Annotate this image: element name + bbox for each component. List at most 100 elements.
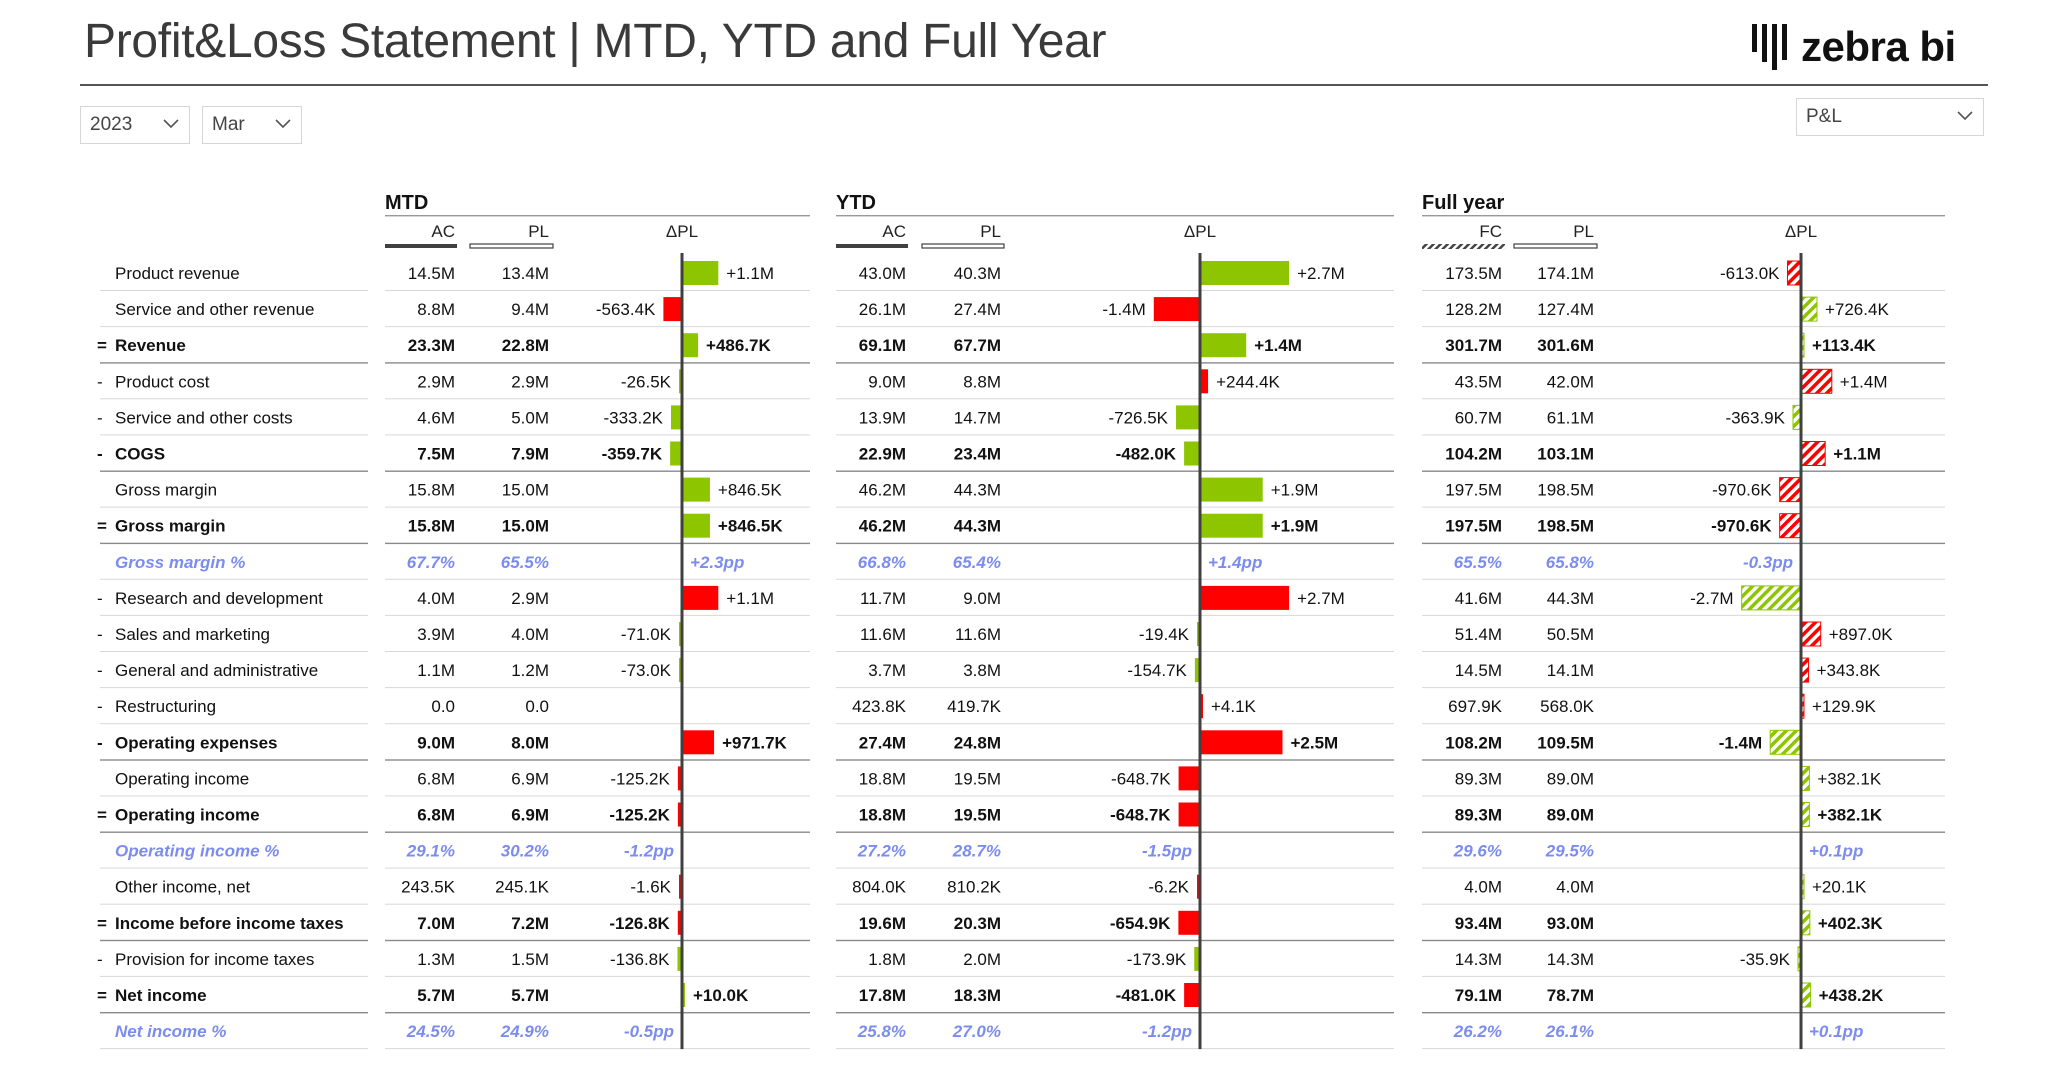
cell-fc-value: 4.0M — [1464, 878, 1502, 897]
row-separator — [385, 470, 810, 472]
cell-pl-value: 23.4M — [954, 445, 1001, 464]
row-separator — [1422, 867, 1945, 869]
row-operator: = — [97, 914, 107, 933]
cell-ac-value: 26.1M — [859, 300, 906, 319]
row-separator — [385, 506, 810, 508]
column-header-pl: PL — [528, 222, 549, 241]
row-separator — [385, 759, 810, 761]
cell-fc-value: 197.5M — [1445, 517, 1502, 536]
delta-value-label: +244.4K — [1216, 372, 1280, 391]
row-label: Revenue — [115, 336, 186, 355]
row-separator — [100, 542, 368, 545]
delta-value-label: -0.3pp — [1743, 553, 1793, 572]
cell-ac-value: 27.2% — [857, 842, 906, 861]
delta-value-label: +846.5K — [718, 481, 782, 500]
row-separator — [836, 614, 1394, 616]
row-separator — [385, 614, 810, 616]
section-rule — [385, 215, 810, 217]
cell-pl-value: 198.5M — [1537, 481, 1594, 500]
delta-value-label: -1.6K — [630, 878, 671, 897]
delta-value-label: +402.3K — [1818, 914, 1883, 933]
cell-pl-value: 0.0 — [525, 697, 549, 716]
cell-pl-value: 8.8M — [963, 372, 1001, 391]
row-separator — [1422, 759, 1945, 761]
statement-dropdown-value: P&L — [1806, 106, 1842, 127]
cell-fc-value: 29.6% — [1453, 842, 1502, 861]
delta-value-label: +2.5M — [1291, 733, 1339, 752]
delta-bar — [1769, 729, 1802, 755]
cell-ac-value: 18.8M — [859, 769, 906, 788]
row-separator — [1422, 975, 1945, 977]
zebra-bi-logo: zebra bi — [1752, 22, 1956, 72]
row-separator — [836, 506, 1394, 508]
row-separator — [100, 326, 368, 328]
row-separator — [100, 831, 368, 833]
row-separator — [100, 867, 368, 869]
row-separator — [836, 398, 1394, 400]
cell-fc-value: 51.4M — [1455, 625, 1502, 644]
cell-pl-value: 245.1K — [495, 878, 550, 897]
year-dropdown[interactable]: 2023 — [80, 106, 190, 144]
delta-value-label: +2.7M — [1297, 264, 1345, 283]
delta-value-label: -0.5pp — [624, 1022, 674, 1041]
cell-pl-value: 67.7M — [954, 336, 1001, 355]
delta-bar — [1200, 477, 1263, 502]
cell-ac-value: 13.9M — [859, 408, 906, 427]
delta-value-label: -126.8K — [609, 914, 670, 933]
cell-ac-value: 7.0M — [417, 914, 455, 933]
delta-bar — [1800, 621, 1822, 647]
cell-pl-value: 44.3M — [954, 481, 1001, 500]
cell-ac-value: 25.8% — [857, 1022, 906, 1041]
column-header-delta-pl: ΔPL — [666, 222, 698, 241]
column-header-ac: AC — [431, 222, 455, 241]
variance-axis — [1799, 253, 1803, 1050]
cell-pl-value: 42.0M — [1547, 372, 1594, 391]
cell-fc-value: 89.3M — [1455, 769, 1502, 788]
row-separator — [836, 1012, 1394, 1014]
cell-pl-value: 2.9M — [511, 372, 549, 391]
chevron-down-icon — [275, 119, 291, 129]
cell-ac-value: 17.8M — [859, 986, 906, 1005]
cell-pl-value: 22.8M — [502, 336, 549, 355]
delta-value-label: +20.1K — [1812, 878, 1867, 897]
delta-value-label: -6.2K — [1148, 878, 1189, 897]
delta-value-label: -563.4K — [596, 300, 656, 319]
cell-pl-value: 2.9M — [511, 589, 549, 608]
delta-bar — [677, 802, 682, 827]
cell-ac-value: 15.8M — [408, 481, 455, 500]
row-separator — [100, 1048, 368, 1050]
cell-pl-value: 15.0M — [502, 517, 549, 536]
cell-pl-value: 65.5% — [501, 553, 549, 572]
row-separator — [1422, 326, 1945, 328]
cell-pl-value: 24.8M — [954, 733, 1001, 752]
row-separator — [385, 398, 810, 400]
delta-value-label: +897.0K — [1829, 625, 1893, 644]
delta-value-label: -481.0K — [1116, 986, 1177, 1005]
row-separator — [836, 326, 1394, 328]
cell-ac-value: 67.7% — [407, 553, 455, 572]
cell-pl-value: 44.3M — [1547, 589, 1594, 608]
row-separator — [1422, 614, 1945, 616]
statement-dropdown[interactable]: P&L — [1796, 98, 1984, 136]
delta-bar — [682, 730, 715, 755]
row-label: COGS — [115, 445, 165, 464]
delta-value-label: -73.0K — [621, 661, 672, 680]
delta-value-label: +726.4K — [1825, 300, 1889, 319]
chevron-down-icon — [163, 119, 179, 129]
cell-pl-value: 19.5M — [954, 769, 1001, 788]
cell-pl-value: 9.0M — [963, 589, 1001, 608]
delta-bar — [1800, 441, 1826, 466]
forecast-header-marker — [1422, 244, 1505, 249]
delta-value-label: +846.5K — [718, 517, 783, 536]
delta-bar — [682, 513, 710, 538]
cell-pl-value: 1.2M — [511, 661, 549, 680]
delta-bar — [1800, 368, 1833, 394]
delta-value-label: +10.0K — [693, 986, 749, 1005]
cell-pl-value: 44.3M — [954, 517, 1001, 536]
row-separator — [1422, 470, 1945, 472]
cell-fc-value: 79.1M — [1455, 986, 1502, 1005]
cell-pl-value: 103.1M — [1537, 445, 1594, 464]
delta-value-label: -333.2K — [603, 408, 663, 427]
month-dropdown[interactable]: Mar — [202, 106, 302, 144]
cell-pl-value: 30.2% — [501, 842, 549, 861]
